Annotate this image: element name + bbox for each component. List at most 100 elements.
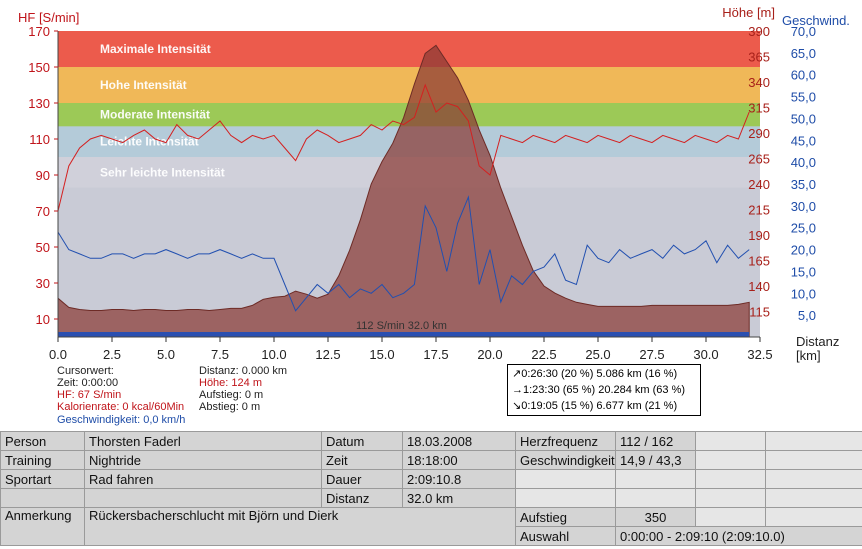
slope-summary-box: ↗0:26:30 (20 %) 5.086 km (16 %) →1:23:30… bbox=[507, 364, 701, 416]
speed-tick-label: 45,0 bbox=[791, 133, 816, 148]
empty-cell bbox=[695, 431, 766, 451]
left-tick-label: 10 bbox=[36, 312, 50, 327]
intensity-zone-label: Maximale Intensität bbox=[100, 42, 211, 56]
x-tick-label: 17.5 bbox=[423, 347, 448, 362]
left-axis-label: HF [S/min] bbox=[18, 10, 79, 25]
left-tick-label: 50 bbox=[36, 240, 50, 255]
time-value[interactable]: 18:18:00 bbox=[402, 450, 516, 470]
height-tick-label: 265 bbox=[748, 152, 770, 167]
remark-value[interactable]: Rückersbacherschlucht mit Björn und Dier… bbox=[84, 507, 516, 546]
speed-axis-label: Geschwind. bbox=[782, 13, 850, 28]
distance-label: Distanz bbox=[321, 488, 403, 508]
left-tick-label: 30 bbox=[36, 276, 50, 291]
x-tick-label: 20.0 bbox=[477, 347, 502, 362]
speed-tick-label: 40,0 bbox=[791, 155, 816, 170]
empty-cell bbox=[0, 488, 85, 508]
date-value[interactable]: 18.03.2008 bbox=[402, 431, 516, 451]
x-tick-label: 22.5 bbox=[531, 347, 556, 362]
training-value[interactable]: Nightride bbox=[84, 450, 322, 470]
hr-value: 112 / 162 bbox=[615, 431, 696, 451]
selection-value[interactable]: 0:00:00 - 2:09:10 (2:09:10.0) bbox=[615, 526, 862, 546]
x-tick-label: 2.5 bbox=[103, 347, 121, 362]
distance-value[interactable]: 32.0 km bbox=[402, 488, 516, 508]
height-tick-label: 390 bbox=[748, 24, 770, 39]
speed-series-line bbox=[57, 195, 750, 312]
speed-tick-label: 65,0 bbox=[791, 46, 816, 61]
ascent-value: 350 bbox=[615, 507, 696, 527]
training-chart: Maximale Intensität Hohe Intensität Modera… bbox=[18, 5, 850, 363]
empty-cell bbox=[695, 469, 766, 489]
x-axis-label: Distanz bbox=[796, 334, 839, 349]
cursor-info-ascent: Aufstieg: 0 m bbox=[199, 389, 264, 401]
ascent-label: Aufstieg bbox=[515, 507, 616, 527]
height-tick-label: 290 bbox=[748, 126, 770, 141]
distance-progress-bar bbox=[58, 332, 750, 337]
x-tick-label: 27.5 bbox=[639, 347, 664, 362]
x-tick-label: 12.5 bbox=[315, 347, 340, 362]
left-tick-label: 110 bbox=[29, 132, 50, 147]
speed-tick-label: 15,0 bbox=[791, 264, 816, 279]
speed-value: 14,9 / 43,3 bbox=[615, 450, 696, 470]
empty-cell bbox=[765, 507, 862, 527]
height-tick-label: 215 bbox=[748, 203, 770, 218]
sport-value[interactable]: Rad fahren bbox=[84, 469, 322, 489]
speed-tick-label: 20,0 bbox=[791, 243, 816, 258]
height-tick-label: 365 bbox=[748, 50, 770, 65]
duration-label: Dauer bbox=[321, 469, 403, 489]
summary-downhill: ↘0:19:05 (15 %) 6.677 km (21 %) bbox=[512, 400, 678, 412]
empty-cell bbox=[765, 431, 862, 451]
speed-tick-label: 10,0 bbox=[791, 286, 816, 301]
summary-flat: →1:23:30 (65 %) 20.284 km (63 %) bbox=[512, 384, 686, 396]
height-tick-label: 240 bbox=[748, 177, 770, 192]
speed-tick-label: 5,0 bbox=[798, 308, 816, 323]
cursor-info-height: Höhe: 124 m bbox=[199, 377, 262, 389]
speed-tick-label: 30,0 bbox=[791, 199, 816, 214]
cursor-info-title: Cursorwert: bbox=[57, 365, 114, 377]
empty-cell bbox=[695, 450, 766, 470]
hr-label: Herzfrequenz bbox=[515, 431, 616, 451]
height-tick-label: 140 bbox=[748, 279, 770, 294]
x-tick-label: 5.0 bbox=[157, 347, 175, 362]
empty-cell bbox=[615, 488, 696, 508]
person-value[interactable]: Thorsten Faderl bbox=[84, 431, 322, 451]
intensity-zone-label: Sehr leichte Intensität bbox=[100, 165, 225, 179]
x-tick-label: 32.5 bbox=[747, 347, 772, 362]
cursor-info-distance: Distanz: 0.000 km bbox=[199, 365, 288, 377]
speed-tick-label: 70,0 bbox=[791, 24, 816, 39]
cursor-info-descent: Abstieg: 0 m bbox=[199, 401, 261, 413]
duration-value[interactable]: 2:09:10.8 bbox=[402, 469, 516, 489]
x-tick-label: 7.5 bbox=[211, 347, 229, 362]
empty-cell bbox=[695, 488, 766, 508]
cursor-info-speed: Geschwindigkeit: 0,0 km/h bbox=[57, 414, 186, 426]
empty-cell bbox=[765, 488, 862, 508]
x-tick-label: 30.0 bbox=[693, 347, 718, 362]
speed-tick-label: 50,0 bbox=[791, 111, 816, 126]
speed-tick-label: 60,0 bbox=[791, 68, 816, 83]
x-tick-label: 25.0 bbox=[585, 347, 610, 362]
height-tick-label: 165 bbox=[748, 254, 770, 269]
speed-tick-label: 55,0 bbox=[791, 90, 816, 105]
left-tick-label: 130 bbox=[28, 96, 50, 111]
left-tick-label: 90 bbox=[36, 168, 50, 183]
speed-label: Geschwindigkeit bbox=[515, 450, 616, 470]
intensity-zone-label: Hohe Intensität bbox=[100, 78, 187, 92]
speed-tick-label: 25,0 bbox=[791, 221, 816, 236]
height-profile-area bbox=[57, 44, 750, 338]
remark-label: Anmerkung bbox=[0, 507, 85, 546]
height-tick-label: 315 bbox=[748, 101, 770, 116]
cursor-info-calories: Kalorienrate: 0 kcal/60Min bbox=[57, 401, 185, 413]
summary-uphill: ↗0:26:30 (20 %) 5.086 km (16 %) bbox=[512, 368, 678, 380]
x-axis-unit-label: [km] bbox=[796, 348, 821, 363]
height-tick-label: 340 bbox=[748, 75, 770, 90]
training-label: Training bbox=[0, 450, 85, 470]
x-tick-label: 10.0 bbox=[261, 347, 286, 362]
empty-cell bbox=[765, 450, 862, 470]
left-tick-label: 150 bbox=[28, 60, 50, 75]
height-tick-label: 190 bbox=[748, 228, 770, 243]
intensity-zone bbox=[58, 31, 760, 67]
empty-cell bbox=[765, 469, 862, 489]
x-tick-label: 15.0 bbox=[369, 347, 394, 362]
cursor-info-time: Zeit: 0:00:00 bbox=[57, 377, 119, 389]
heart-rate-series-line bbox=[57, 83, 750, 212]
height-tick-label: 115 bbox=[749, 305, 770, 320]
